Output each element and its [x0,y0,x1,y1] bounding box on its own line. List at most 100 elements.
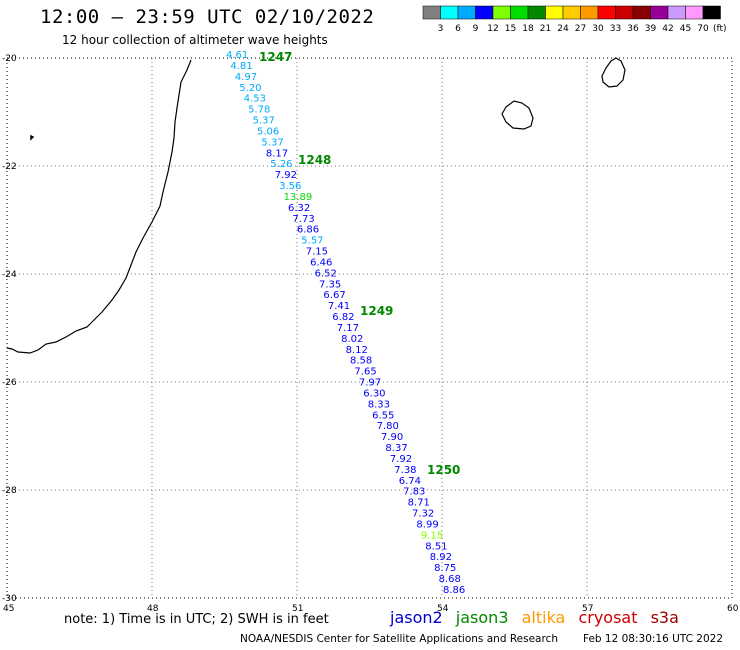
swh-value: 8.51 [425,541,447,552]
swh-value: 5.37 [261,137,283,148]
swh-value: 7.65 [354,367,376,378]
latitude-label: -20 [2,54,17,64]
swh-value: 4.61 [226,50,248,61]
swh-value: 6.55 [372,410,394,421]
longitude-label: 60 [727,604,739,614]
time-label: 1250 [427,463,460,477]
credit-text: NOAA/NESDIS Center for Satellite Applica… [240,633,558,645]
track-time-labels: 1247 1248 1249 1250 [259,50,460,477]
satellite-s3a: s3a [650,608,679,627]
note-text: note: 1) Time is in UTC; 2) SWH is in fe… [64,612,329,627]
swh-value: 6.86 [297,225,319,236]
swh-value: 8.37 [385,443,407,454]
reunion-island-outline [501,100,534,130]
swh-value: 4.81 [230,61,252,72]
swh-value: 7.73 [292,214,314,225]
swh-value: 7.15 [306,247,328,258]
grid-lines [7,58,732,598]
swh-value: 8.71 [408,498,430,509]
swh-value: 7.92 [275,170,297,181]
swh-value: 6.82 [332,312,354,323]
color-legend: 3 6 9 12 15 18 21 24 27 30 33 36 39 42 45 70 (ft) [422,5,727,34]
swh-value: 5.06 [257,126,279,137]
longitude-label: 57 [582,604,593,614]
swh-value: 6.46 [310,257,332,268]
longitude-label: 54 [437,604,449,614]
timestamp-text: Feb 12 08:30:16 UTC 2022 [583,633,723,645]
longitude-label: 51 [292,604,303,614]
swh-value: 7.35 [319,279,341,290]
swh-value: 7.38 [394,465,416,476]
legend-label: 6 [455,24,461,34]
legend-label: 12 [487,24,498,34]
latitude-label: -24 [2,270,17,280]
swh-value: 3.56 [279,181,301,192]
swh-value: 8.75 [434,563,456,574]
map-title: 12:00 — 23:59 UTC 02/10/2022 [40,6,375,28]
latitude-labels: -20 -22 -24 -26 -28 -30 [2,54,17,604]
legend-label: 30 [592,24,604,34]
time-label: 1247 [259,50,292,64]
legend-label: 39 [645,24,657,34]
swh-value: 9.15 [421,530,443,541]
swh-value: 7.83 [403,487,425,498]
swh-value: 5.57 [301,236,323,247]
swh-value: 8.68 [439,574,461,585]
longitude-label: 48 [147,604,159,614]
swh-value: 7.32 [412,509,434,520]
legend-label: 36 [627,24,639,34]
longitude-labels: 45 48 51 54 57 60 [3,604,739,614]
map-frame [6,57,733,599]
swh-value: 8.86 [443,585,465,596]
satellite-legend: jason2 jason3 altika cryosat s3a [390,608,687,627]
map-subtitle: 12 hour collection of altimeter wave hei… [62,33,328,47]
africa-coastline [6,59,192,354]
legend-label: 24 [557,24,569,34]
legend-label: 70 [697,24,709,34]
legend-unit: (ft) [713,24,727,34]
legend-label: 3 [438,24,444,34]
swh-value: 4.97 [235,72,257,83]
time-label: 1248 [298,153,331,167]
legend-label: 27 [575,24,586,34]
mauritius-island-outline [601,57,626,88]
swh-value: 7.17 [337,323,359,334]
swh-value: 6.32 [288,203,310,214]
satellite-jason3: jason3 [455,608,509,627]
swh-value: 6.52 [315,268,337,279]
legend-label: 33 [610,24,621,34]
legend-label: 21 [540,24,551,34]
frame-border [6,57,733,599]
swh-value: 7.97 [359,378,381,389]
madagascar-islet [30,134,35,141]
swh-value: 4.53 [244,94,266,105]
swh-value: 8.02 [341,334,363,345]
legend-swatch [702,5,721,20]
swh-value: 5.78 [248,105,270,116]
swh-value: 13.89 [284,192,313,203]
swh-value: 8.33 [368,399,390,410]
longitude-label: 45 [3,604,14,614]
swh-value: 5.37 [253,116,275,127]
swh-value: 5.20 [239,83,261,94]
swh-value: 7.41 [328,301,350,312]
swh-value: 8.92 [430,552,452,563]
swh-value: 5.26 [270,159,292,170]
swh-value: 8.17 [266,148,288,159]
satellite-jason2: jason2 [390,608,443,627]
swh-value: 7.80 [377,421,399,432]
legend-label: 18 [522,24,534,34]
swh-value: 6.30 [363,388,385,399]
swh-value: 8.58 [350,356,372,367]
satellite-cryosat: cryosat [578,608,638,627]
legend-label: 45 [680,24,691,34]
latitude-label: -28 [2,486,17,496]
legend-label: 42 [662,24,673,34]
legend-label: 9 [473,24,479,34]
swh-value: 8.12 [346,345,368,356]
swh-value: 8.99 [416,519,438,530]
latitude-label: -26 [2,378,17,388]
swh-value: 7.90 [381,432,403,443]
altimeter-track: 4.614.814.975.204.535.785.375.065.378.17… [226,50,465,596]
